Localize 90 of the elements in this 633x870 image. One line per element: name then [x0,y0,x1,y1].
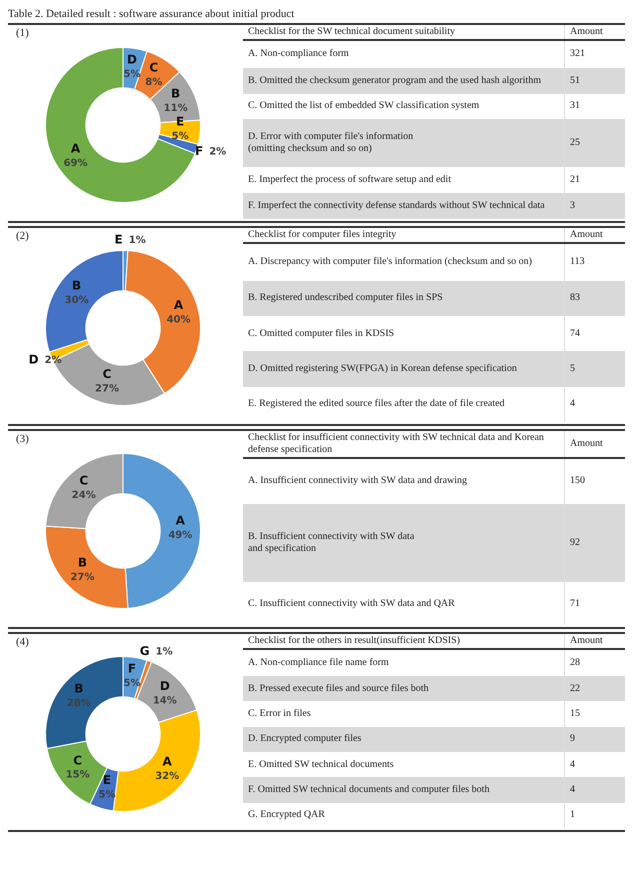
category-label: B. Insufficient connectivity with SW data and specification [243,504,564,582]
category-label: G. Encrypted QAR [243,802,564,828]
data-label: 22 [569,682,581,696]
data-label: 5% [172,130,189,142]
slice-label: D [126,52,137,66]
slice-label: C [79,473,88,488]
data-label: 15 [569,707,581,722]
data-label: 2% [44,354,62,366]
slice-label: C [149,60,158,75]
data-label: 4 [569,397,576,412]
data-label: 8% [145,77,162,88]
data-label: 21 [569,173,581,188]
text: Table 2. Detailed result : software assurance about initial product [8,8,296,20]
chart-title: (1) [16,27,29,39]
data-label: 92 [569,536,581,550]
slice-label: D [28,352,39,366]
category-label: F. Omitted SW technical documents and computer files both [243,777,564,803]
data-label: 83 [569,291,581,306]
chart-title: (3) [16,433,29,445]
slice-label: B [74,682,84,696]
data-label: 113 [569,255,586,270]
slice-label: F [195,144,204,158]
data-label: 31 [569,99,581,114]
data-label: 15% [66,770,90,781]
chart-title: (4) [16,636,29,648]
data-label: 14% [152,695,177,706]
slice-label: B [72,278,82,292]
category-label: E. Registered the edited source files after the date of file created [243,386,564,422]
slice-label: D [160,678,170,693]
data-label: 28 [569,656,581,670]
data-label: 2% [209,146,226,158]
text: Checklist for the SW technical document suitability [243,25,564,40]
data-label: 1 [569,808,576,822]
category-label: D. Encrypted computer files [243,726,564,752]
text: Checklist for the others in result(insufficient KDSIS) [243,634,564,649]
slice-label: A [174,298,184,312]
data-label: 1% [128,235,146,246]
slice-label: C [102,367,112,382]
category-label: A. Non-compliance file name form [243,649,564,676]
data-label: 71 [569,596,581,611]
category-label: C. Insufficient connectivity with SW data and QAR [243,582,564,625]
slice-label: E [114,232,123,247]
slice-label: E [102,773,112,788]
category-label: C. Omitted computer files in KDSIS [243,316,564,352]
data-label: 4 [569,783,576,798]
data-label: 27% [70,572,94,584]
category-label: F. Imperfect the connectivity defense standards without SW technical data [243,193,564,219]
slice-label: C [73,753,82,768]
data-label: 1% [156,646,173,658]
category-label: B. Omitted the checksum generator program and the used hash algorithm [243,68,564,94]
slice-label: B [171,86,180,100]
text: Amount [569,228,604,242]
category-label: E. Omitted SW technical documents [243,752,564,778]
data-label: 28% [66,698,91,710]
category-label: C. Error in files [243,701,564,727]
category-label: E. Imperfect the process of software setup and edit [243,167,564,194]
data-label: 11% [164,102,188,114]
data-label: 27% [95,384,119,395]
data-label: 30% [64,294,89,306]
slice-label: B [78,556,88,570]
data-label: 5 [569,362,576,376]
data-label: 74 [569,326,581,341]
data-label: 321 [569,47,586,62]
data-label: 69% [64,158,88,169]
text: Amount [569,634,604,648]
category-label: C. Omitted the list of embedded SW classification system [243,94,564,120]
category-label: B. Pressed execute files and source files both [243,676,564,702]
data-label: 9 [569,732,576,746]
data-label: 24% [72,490,96,501]
category-label: D. Omitted registering SW(FPGA) in Korean defense specification [243,351,564,387]
slice-label: A [176,513,186,528]
slice-label: A [162,754,173,769]
slice-label: A [70,141,81,156]
slice-label: G [140,644,150,658]
chart-title: (2) [16,230,29,242]
text: Amount [569,25,604,39]
data-label: 4 [569,758,576,772]
data-label: 40% [166,314,191,326]
data-label: 49% [168,530,192,541]
slice-label: F [128,661,136,676]
category-label: B. Registered undescribed computer files in SPS [243,280,564,316]
data-label: 150 [569,474,586,488]
category-label: A. Non-compliance form [243,40,564,68]
category-label: D. Error with computer file's information (omitting checksum and so on) [243,119,564,168]
text: Checklist for computer files integrity [243,228,564,243]
text: Amount [569,437,604,451]
category-label: A. Discrepancy with computer file's information (checksum and so on) [243,243,564,281]
category-label: A. Insufficient connectivity with SW data and drawing [243,458,564,504]
text: Checklist for insufficient connectivity with SW technical data and Korean defense specification [243,431,564,458]
data-label: 32% [155,771,180,782]
